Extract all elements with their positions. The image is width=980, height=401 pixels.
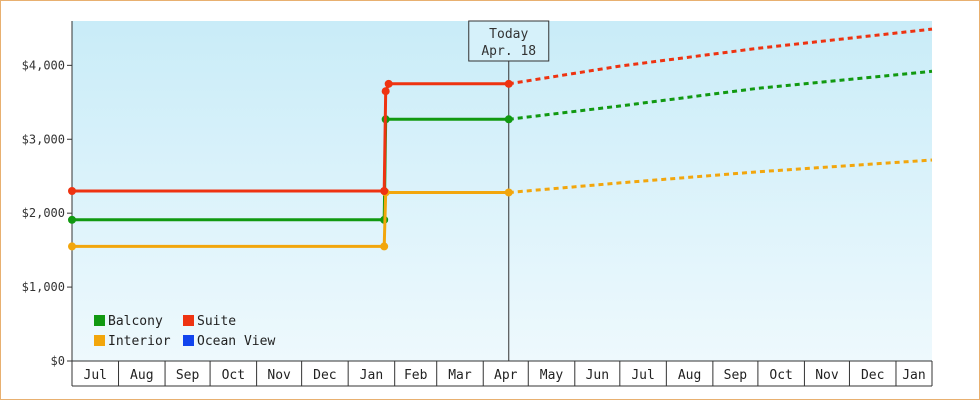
x-tick-label: Aug: [130, 368, 153, 383]
x-tick-label: Oct: [222, 368, 245, 383]
legend-item-ocean-view[interactable]: Ocean View: [183, 334, 275, 349]
legend-item-balcony[interactable]: Balcony: [94, 314, 163, 329]
x-tick-label: May: [540, 368, 564, 383]
suite-point[interactable]: [504, 79, 513, 88]
y-tick-label: $1,000: [22, 280, 65, 294]
x-tick-label: Jan: [902, 368, 925, 383]
today-box: [468, 20, 550, 62]
x-tick-label: Mar: [448, 368, 472, 383]
today-date: Apr. 18: [481, 44, 536, 59]
y-tick-label: $4,000: [22, 58, 65, 72]
today-label: Today: [489, 27, 528, 42]
suite-point[interactable]: [380, 187, 389, 195]
today-marker: Today Apr. 18: [468, 20, 550, 361]
suite-point[interactable]: [68, 187, 76, 195]
interior-forecast-line: [508, 158, 933, 194]
y-tick-label: $2,000: [22, 206, 65, 220]
y-axis: $0 $1,000 $2,000 $3,000 $4,000: [22, 21, 73, 368]
x-tick-label: Nov: [267, 368, 291, 383]
balcony-point[interactable]: [68, 215, 76, 224]
x-tick-label: Sep: [176, 368, 200, 383]
x-axis: Jul Aug Sep Oct Nov Dec Jan Feb Mar Apr May Jun Jul A…: [71, 360, 933, 387]
x-tick-label: Apr: [494, 368, 518, 383]
balcony-point[interactable]: [504, 115, 513, 124]
y-tick-label: $3,000: [22, 132, 65, 146]
y-tick-label: $0: [51, 354, 65, 368]
legend-swatch: [94, 315, 105, 326]
x-tick-label: Sep: [724, 368, 748, 383]
legend-label: Balcony: [108, 314, 163, 329]
series-lines: [68, 27, 933, 251]
balcony-forecast-line: [508, 69, 933, 121]
x-tick-label: Dec: [861, 368, 884, 383]
x-tick-label: Jul: [84, 368, 107, 383]
x-tick-label: Dec: [313, 368, 336, 383]
legend-swatch: [183, 315, 194, 326]
legend-item-interior[interactable]: Interior: [94, 334, 171, 349]
x-tick-label: Feb: [404, 368, 428, 383]
interior-history-line: [72, 191, 509, 248]
legend-label: Suite: [197, 314, 236, 329]
x-tick-label: Jun: [586, 368, 609, 383]
legend: Balcony Interior Suite Ocean View: [94, 314, 275, 349]
legend-item-suite[interactable]: Suite: [183, 314, 236, 329]
legend-label: Ocean View: [197, 334, 275, 349]
x-tick-label: Nov: [815, 368, 839, 383]
interior-point[interactable]: [68, 242, 76, 251]
suite-point[interactable]: [384, 79, 393, 88]
interior-point[interactable]: [504, 188, 513, 197]
legend-swatch: [183, 335, 194, 346]
x-tick-label: Oct: [769, 368, 792, 383]
legend-swatch: [94, 335, 105, 346]
legend-label: Interior: [108, 334, 171, 349]
suite-point[interactable]: [381, 87, 390, 96]
interior-point[interactable]: [380, 242, 389, 251]
x-tick-label: Jan: [360, 368, 383, 383]
x-tick-label: Jul: [631, 368, 654, 383]
suite-forecast-line: [508, 27, 933, 86]
x-tick-label: Aug: [678, 368, 701, 383]
